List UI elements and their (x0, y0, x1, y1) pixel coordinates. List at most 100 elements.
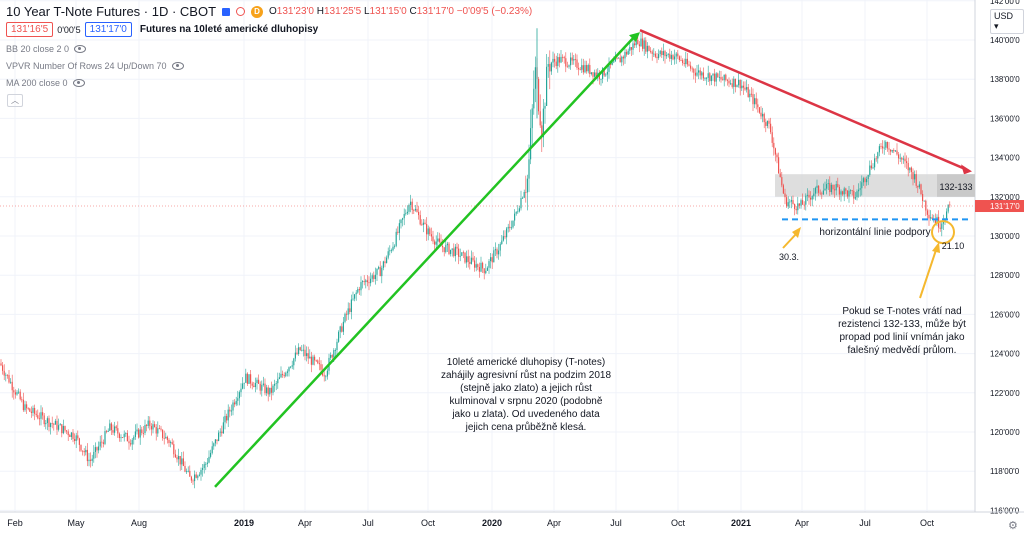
candle-body (934, 218, 936, 224)
candle-body (653, 53, 655, 55)
candle-body (222, 422, 224, 434)
date-arrow-a-head (792, 227, 801, 238)
candle-body (792, 200, 794, 205)
candle-body (293, 358, 295, 366)
candle-body (235, 400, 237, 405)
candle-body (747, 87, 749, 98)
candle-body (581, 65, 583, 70)
candle-body (445, 245, 447, 253)
candle-body (366, 280, 368, 283)
candle-body (670, 55, 672, 59)
uptrend-arrowhead (629, 32, 640, 43)
candle-body (216, 439, 218, 441)
downtrend-arrowhead (961, 164, 972, 175)
candle-body (907, 163, 909, 171)
symbol-title[interactable]: 10 Year T-Note Futures · 1D · CBOT (6, 4, 217, 19)
candle-body (550, 62, 552, 72)
candle-body (872, 167, 874, 169)
candle-body (342, 321, 344, 332)
candle-body (523, 192, 525, 198)
candle-body (306, 353, 308, 356)
sell-price-button[interactable]: 131'16'5 (6, 22, 54, 37)
candle-body (926, 210, 928, 215)
candle-body (109, 423, 111, 431)
candle-body (582, 65, 584, 73)
candle-body (586, 65, 588, 72)
candle-body (80, 444, 82, 451)
candle-body (198, 474, 200, 476)
candle-body (685, 58, 687, 65)
candle-body (427, 228, 429, 235)
candle-body (325, 376, 327, 378)
buy-price-button[interactable]: 131'17'0 (84, 22, 132, 37)
candle-body (182, 458, 184, 466)
candle-body (253, 385, 255, 388)
candle-body (794, 204, 796, 209)
candle-body (286, 371, 288, 373)
candle-body (603, 68, 605, 76)
candle-body (669, 53, 671, 59)
candle-body (158, 428, 160, 430)
candle-body (931, 217, 933, 219)
eye-icon[interactable] (74, 45, 87, 53)
candle-body (742, 85, 744, 88)
candle-body (811, 196, 813, 200)
candle-body (160, 428, 162, 430)
candle-body (398, 223, 400, 233)
candle-body (618, 57, 620, 59)
candle-body (230, 410, 232, 412)
candle-body (291, 365, 293, 367)
candle-body (710, 75, 712, 82)
indicator-vpvr[interactable]: VPVR Number Of Rows 24 Up/Down 70 (6, 61, 184, 71)
indicator-ma[interactable]: MA 200 close 0 (6, 78, 85, 88)
candle-body (136, 429, 138, 432)
price-tick: 116'00'0 (990, 506, 1020, 515)
candle-body (262, 383, 264, 385)
candle-body (21, 399, 23, 401)
candle-body (571, 57, 573, 61)
candle-body (682, 60, 684, 63)
candle-body (298, 347, 300, 354)
candle-body (728, 80, 730, 84)
eye-icon[interactable] (171, 62, 184, 70)
candle-body (114, 426, 116, 433)
candle-body (784, 193, 786, 198)
candle-body (120, 437, 122, 439)
candle-body (640, 38, 642, 47)
candle-body (782, 185, 784, 194)
candle-body (726, 79, 728, 81)
candle-body (754, 98, 756, 105)
candle-body (122, 437, 124, 439)
candle-body (869, 165, 871, 175)
candle-body (270, 387, 272, 393)
candle-body (864, 178, 866, 183)
candle-body (232, 402, 234, 411)
candle-body (928, 214, 930, 219)
candle-body (38, 418, 40, 420)
time-tick: Jul (362, 518, 374, 528)
collapse-indicators-button[interactable]: ︿ (7, 94, 23, 107)
candle-body (773, 142, 775, 149)
gear-icon[interactable]: ⚙ (1008, 520, 1018, 532)
candle-body (760, 112, 762, 117)
candle-body (694, 72, 696, 76)
candle-body (411, 201, 413, 211)
eye-icon[interactable] (72, 79, 85, 87)
candle-body (459, 255, 461, 257)
candle-body (542, 108, 544, 138)
delayed-badge: D (251, 5, 264, 18)
candle-body (899, 157, 901, 159)
candle-body (261, 384, 263, 391)
indicator-bb[interactable]: BB 20 close 2 0 (6, 44, 87, 54)
candle-body (142, 433, 144, 434)
candle-body (157, 428, 159, 434)
candle-body (389, 250, 391, 252)
candle-body (184, 465, 186, 472)
candle-body (208, 456, 210, 463)
candle-body (93, 451, 95, 459)
candle-body (456, 246, 458, 249)
currency-selector[interactable]: USD ▾ (990, 9, 1024, 34)
candle-body (514, 213, 516, 221)
candle-body (515, 211, 517, 214)
